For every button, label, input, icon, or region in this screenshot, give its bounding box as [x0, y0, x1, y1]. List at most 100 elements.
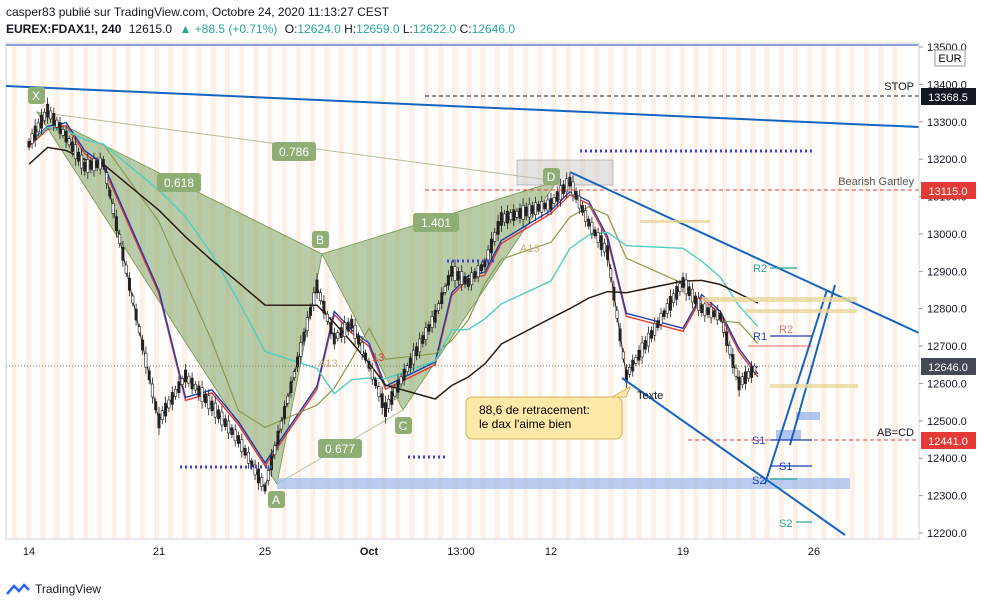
- candle-body: [289, 381, 293, 394]
- candle-body: [61, 129, 65, 136]
- candle-body: [128, 277, 132, 291]
- price-change: ▲ +88.5 (+0.71%): [179, 22, 278, 36]
- candle-body: [402, 368, 406, 381]
- candle-body: [190, 377, 194, 390]
- svg-text:C: C: [399, 419, 408, 433]
- stop-price-tag: 13368.5: [921, 88, 976, 105]
- candle-body: [489, 238, 493, 254]
- candle-body: [470, 272, 474, 286]
- candle-body: [473, 271, 477, 279]
- candle-body: [141, 339, 145, 351]
- candle-body: [537, 204, 541, 212]
- price-tick-label: 13300.0: [927, 117, 967, 129]
- candle-body: [659, 313, 663, 325]
- price-tick-label: 12800.0: [927, 304, 967, 316]
- candle-body: [170, 392, 174, 405]
- candle-body: [405, 365, 409, 373]
- candle-body: [86, 159, 90, 173]
- candle-body: [263, 484, 267, 492]
- candle-body: [73, 144, 77, 159]
- ema-red-line: [28, 124, 759, 468]
- candle-body: [164, 402, 168, 417]
- candle-body: [486, 249, 490, 261]
- svg-text:13115.0: 13115.0: [929, 186, 968, 198]
- candle-body: [246, 451, 250, 464]
- candle-body: [656, 320, 660, 328]
- session-band: [54, 45, 60, 539]
- candle-body: [502, 213, 506, 223]
- candle-body: [70, 141, 74, 152]
- symbol-name[interactable]: EUREX:FDAX1!, 240: [6, 22, 122, 36]
- candle-body: [684, 279, 688, 295]
- candle-body: [675, 286, 679, 300]
- candle-body: [590, 221, 594, 234]
- session-band: [97, 45, 103, 539]
- candle-body: [89, 161, 93, 170]
- candle-body: [731, 354, 735, 368]
- candle-body: [42, 111, 46, 121]
- candle-body: [101, 159, 105, 167]
- candle-body: [67, 138, 71, 145]
- box-2: [796, 412, 820, 420]
- candle-body: [740, 376, 744, 385]
- candle-body: [668, 295, 672, 311]
- low-label: L:: [402, 22, 413, 36]
- candle-body: [453, 266, 457, 281]
- candle-body: [466, 278, 470, 287]
- candle-body: [709, 306, 713, 319]
- brand-name: TradingView: [35, 582, 102, 596]
- candle-body: [150, 383, 154, 398]
- candle-body: [750, 366, 754, 378]
- session-band: [68, 45, 74, 539]
- candle-body: [411, 349, 415, 365]
- candle-body: [421, 335, 425, 344]
- candle-body: [725, 331, 729, 346]
- ratio-0677-tag: 0.677: [318, 439, 362, 458]
- candle-body: [124, 264, 128, 274]
- session-band: [83, 45, 88, 539]
- footer-brand[interactable]: TradingView: [6, 582, 101, 596]
- time-tick-label: 21: [153, 546, 165, 558]
- tradingview-logo-icon: [6, 583, 30, 595]
- candle-body: [95, 160, 99, 168]
- candle-body: [207, 395, 211, 410]
- candle-body: [220, 411, 224, 426]
- candle-body: [243, 447, 247, 456]
- candle-body: [509, 212, 513, 220]
- time-axis[interactable]: 14 21 25 Oct 13:00 12 19 26: [6, 538, 919, 558]
- candle-body: [646, 332, 650, 347]
- candle-body: [584, 210, 588, 222]
- session-band: [849, 45, 855, 539]
- texte-label: Texte: [637, 390, 663, 402]
- time-tick-label: 25: [259, 546, 271, 558]
- candle-body: [593, 229, 597, 236]
- price-axis[interactable]: 13500.013400.013300.013200.013100.013000…: [918, 42, 967, 540]
- retracement-callout[interactable]: 88,6 de retracement: le dax l'aime bien: [465, 385, 631, 440]
- lower-channel-line[interactable]: [621, 377, 846, 536]
- candle-body: [734, 367, 738, 377]
- candle-body: [463, 275, 467, 285]
- candle-body: [46, 103, 50, 118]
- session-band: [537, 45, 543, 539]
- candle-body: [615, 309, 619, 319]
- pivot-marks: [748, 267, 812, 523]
- candle-body: [479, 264, 483, 271]
- candle-body: [599, 235, 603, 250]
- candle-body: [350, 318, 354, 329]
- moving-averages: [28, 121, 759, 468]
- candle-body: [540, 201, 544, 213]
- pivot-r2-top: R2: [753, 263, 767, 275]
- price-tick-label: 13000.0: [927, 229, 967, 241]
- candle-body: [154, 401, 158, 411]
- candle-body: [387, 398, 391, 409]
- upper-channel-line[interactable]: [569, 171, 920, 334]
- candle-body: [496, 221, 500, 235]
- publish-line: casper83 publié sur TradingView.com, Oct…: [6, 5, 390, 19]
- candle-body: [571, 181, 575, 196]
- candle-body: [678, 283, 682, 293]
- top-trendline[interactable]: [5, 85, 920, 128]
- candle-body: [52, 113, 56, 126]
- candle-body: [286, 395, 290, 404]
- session-band: [778, 45, 784, 539]
